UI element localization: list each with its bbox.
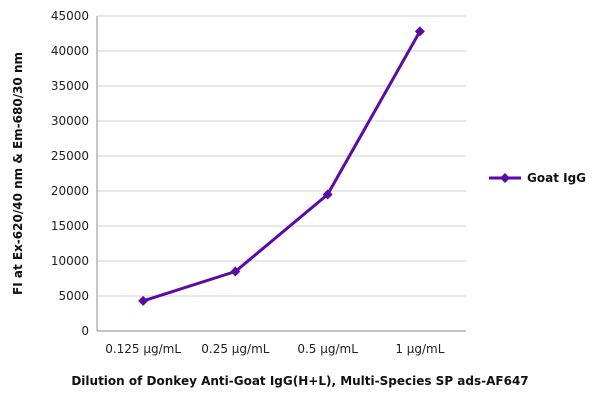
y-tick-label: 20000	[51, 184, 89, 198]
y-tick-label: 15000	[51, 219, 89, 233]
series-group	[138, 26, 425, 306]
x-axis-tick-labels: 0.125 µg/mL 0.25 µg/mL 0.5 µg/mL 1 µg/mL	[105, 342, 445, 356]
gridlines	[97, 15, 466, 297]
y-tick-label: 30000	[51, 114, 89, 128]
legend-swatch-marker	[500, 173, 510, 183]
legend-label: Goat IgG	[527, 171, 586, 185]
y-tick-label: 5000	[58, 289, 89, 303]
y-tick-label: 0	[81, 324, 89, 338]
x-tick-label: 0.25 µg/mL	[201, 342, 270, 356]
data-point-marker	[230, 266, 241, 277]
x-tick-label: 1 µg/mL	[395, 342, 444, 356]
data-point-marker	[138, 295, 149, 306]
x-axis-title: Dilution of Donkey Anti-Goat IgG(H+L), M…	[71, 374, 528, 388]
y-tick-label: 45000	[51, 9, 89, 23]
data-point-marker	[414, 26, 425, 37]
x-tick-label: 0.5 µg/mL	[297, 342, 358, 356]
x-tick-label: 0.125 µg/mL	[105, 342, 181, 356]
data-point-marker	[322, 189, 333, 200]
legend: Goat IgG	[489, 171, 586, 185]
y-tick-label: 10000	[51, 254, 89, 268]
series-line	[142, 30, 422, 303]
y-tick-label: 35000	[51, 79, 89, 93]
y-tick-label: 40000	[51, 44, 89, 58]
y-axis-title: FI at Ex-620/40 nm & Em-680/30 nm	[11, 52, 25, 295]
y-tick-label: 25000	[51, 149, 89, 163]
y-axis-tick-labels: 0 5000 10000 15000 20000 25000 30000 35000 40000…	[51, 9, 89, 338]
